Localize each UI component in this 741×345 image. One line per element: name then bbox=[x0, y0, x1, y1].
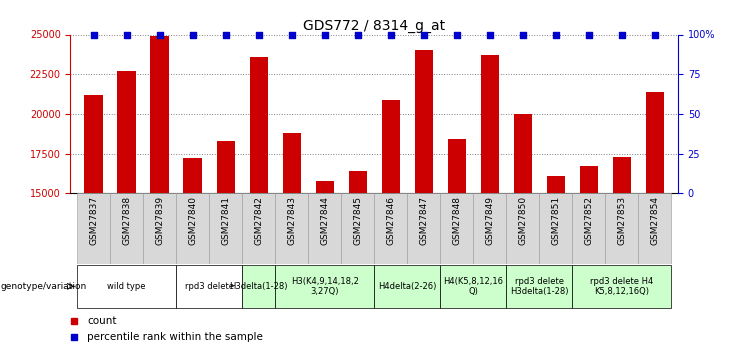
Text: GSM27854: GSM27854 bbox=[651, 196, 659, 245]
Point bbox=[187, 32, 199, 37]
Text: GSM27850: GSM27850 bbox=[518, 196, 528, 245]
Point bbox=[418, 32, 430, 37]
FancyBboxPatch shape bbox=[374, 265, 440, 308]
Bar bbox=[646, 92, 664, 193]
Bar bbox=[250, 57, 268, 193]
Bar bbox=[84, 95, 102, 193]
Point bbox=[319, 32, 330, 37]
Point bbox=[583, 32, 595, 37]
Bar bbox=[216, 141, 235, 193]
Text: GSM27839: GSM27839 bbox=[155, 196, 164, 245]
FancyBboxPatch shape bbox=[275, 193, 308, 264]
FancyBboxPatch shape bbox=[408, 193, 440, 264]
FancyBboxPatch shape bbox=[209, 193, 242, 264]
Point bbox=[550, 32, 562, 37]
Text: rpd3 delete: rpd3 delete bbox=[185, 282, 233, 291]
Bar bbox=[184, 158, 202, 193]
Bar bbox=[514, 114, 532, 193]
Text: GSM27840: GSM27840 bbox=[188, 196, 197, 245]
Bar bbox=[547, 176, 565, 193]
FancyBboxPatch shape bbox=[176, 265, 242, 308]
FancyBboxPatch shape bbox=[639, 193, 671, 264]
FancyBboxPatch shape bbox=[506, 265, 572, 308]
Text: GSM27851: GSM27851 bbox=[551, 196, 560, 245]
Bar bbox=[118, 71, 136, 193]
FancyBboxPatch shape bbox=[572, 193, 605, 264]
Bar bbox=[382, 100, 400, 193]
Text: wild type: wild type bbox=[107, 282, 146, 291]
Bar bbox=[316, 180, 333, 193]
FancyBboxPatch shape bbox=[473, 193, 506, 264]
Text: H4(K5,8,12,16
Q): H4(K5,8,12,16 Q) bbox=[443, 277, 503, 296]
Text: rpd3 delete
H3delta(1-28): rpd3 delete H3delta(1-28) bbox=[510, 277, 568, 296]
Point bbox=[649, 32, 661, 37]
FancyBboxPatch shape bbox=[242, 193, 275, 264]
Bar bbox=[150, 36, 169, 193]
Point bbox=[153, 32, 165, 37]
Point bbox=[121, 32, 133, 37]
FancyBboxPatch shape bbox=[440, 265, 506, 308]
Bar bbox=[282, 133, 301, 193]
Point bbox=[352, 32, 364, 37]
FancyBboxPatch shape bbox=[275, 265, 374, 308]
FancyBboxPatch shape bbox=[341, 193, 374, 264]
Text: rpd3 delete H4
K5,8,12,16Q): rpd3 delete H4 K5,8,12,16Q) bbox=[591, 277, 654, 296]
Bar bbox=[348, 171, 367, 193]
Point bbox=[451, 32, 462, 37]
Text: H3(K4,9,14,18,2
3,27Q): H3(K4,9,14,18,2 3,27Q) bbox=[290, 277, 359, 296]
Text: GSM27845: GSM27845 bbox=[353, 196, 362, 245]
FancyBboxPatch shape bbox=[77, 193, 110, 264]
FancyBboxPatch shape bbox=[539, 193, 572, 264]
Text: H4delta(2-26): H4delta(2-26) bbox=[378, 282, 436, 291]
Text: GSM27841: GSM27841 bbox=[221, 196, 230, 245]
FancyBboxPatch shape bbox=[605, 193, 639, 264]
FancyBboxPatch shape bbox=[506, 193, 539, 264]
Bar bbox=[448, 139, 466, 193]
FancyBboxPatch shape bbox=[143, 193, 176, 264]
Text: percentile rank within the sample: percentile rank within the sample bbox=[87, 332, 263, 342]
Point bbox=[616, 32, 628, 37]
Title: GDS772 / 8314_g_at: GDS772 / 8314_g_at bbox=[303, 19, 445, 33]
Text: GSM27853: GSM27853 bbox=[617, 196, 626, 245]
Text: count: count bbox=[87, 316, 117, 326]
Text: GSM27852: GSM27852 bbox=[585, 196, 594, 245]
Bar bbox=[613, 157, 631, 193]
Text: GSM27847: GSM27847 bbox=[419, 196, 428, 245]
FancyBboxPatch shape bbox=[176, 193, 209, 264]
Text: GSM27843: GSM27843 bbox=[288, 196, 296, 245]
Point bbox=[253, 32, 265, 37]
FancyBboxPatch shape bbox=[308, 193, 341, 264]
Text: GSM27842: GSM27842 bbox=[254, 196, 263, 245]
FancyBboxPatch shape bbox=[77, 265, 176, 308]
Point bbox=[484, 32, 496, 37]
Point bbox=[517, 32, 529, 37]
Text: GSM27846: GSM27846 bbox=[386, 196, 395, 245]
FancyBboxPatch shape bbox=[374, 193, 408, 264]
Bar bbox=[415, 50, 433, 193]
Text: H3delta(1-28): H3delta(1-28) bbox=[230, 282, 288, 291]
Text: genotype/variation: genotype/variation bbox=[1, 282, 87, 291]
Point bbox=[219, 32, 231, 37]
Text: GSM27848: GSM27848 bbox=[452, 196, 461, 245]
Point bbox=[87, 32, 99, 37]
Point bbox=[286, 32, 298, 37]
FancyBboxPatch shape bbox=[242, 265, 275, 308]
Point bbox=[385, 32, 396, 37]
Bar bbox=[579, 166, 598, 193]
FancyBboxPatch shape bbox=[440, 193, 473, 264]
FancyBboxPatch shape bbox=[572, 265, 671, 308]
FancyBboxPatch shape bbox=[110, 193, 143, 264]
Text: GSM27844: GSM27844 bbox=[320, 196, 329, 245]
Text: GSM27838: GSM27838 bbox=[122, 196, 131, 245]
Text: GSM27837: GSM27837 bbox=[89, 196, 98, 245]
Bar bbox=[481, 55, 499, 193]
Text: GSM27849: GSM27849 bbox=[485, 196, 494, 245]
